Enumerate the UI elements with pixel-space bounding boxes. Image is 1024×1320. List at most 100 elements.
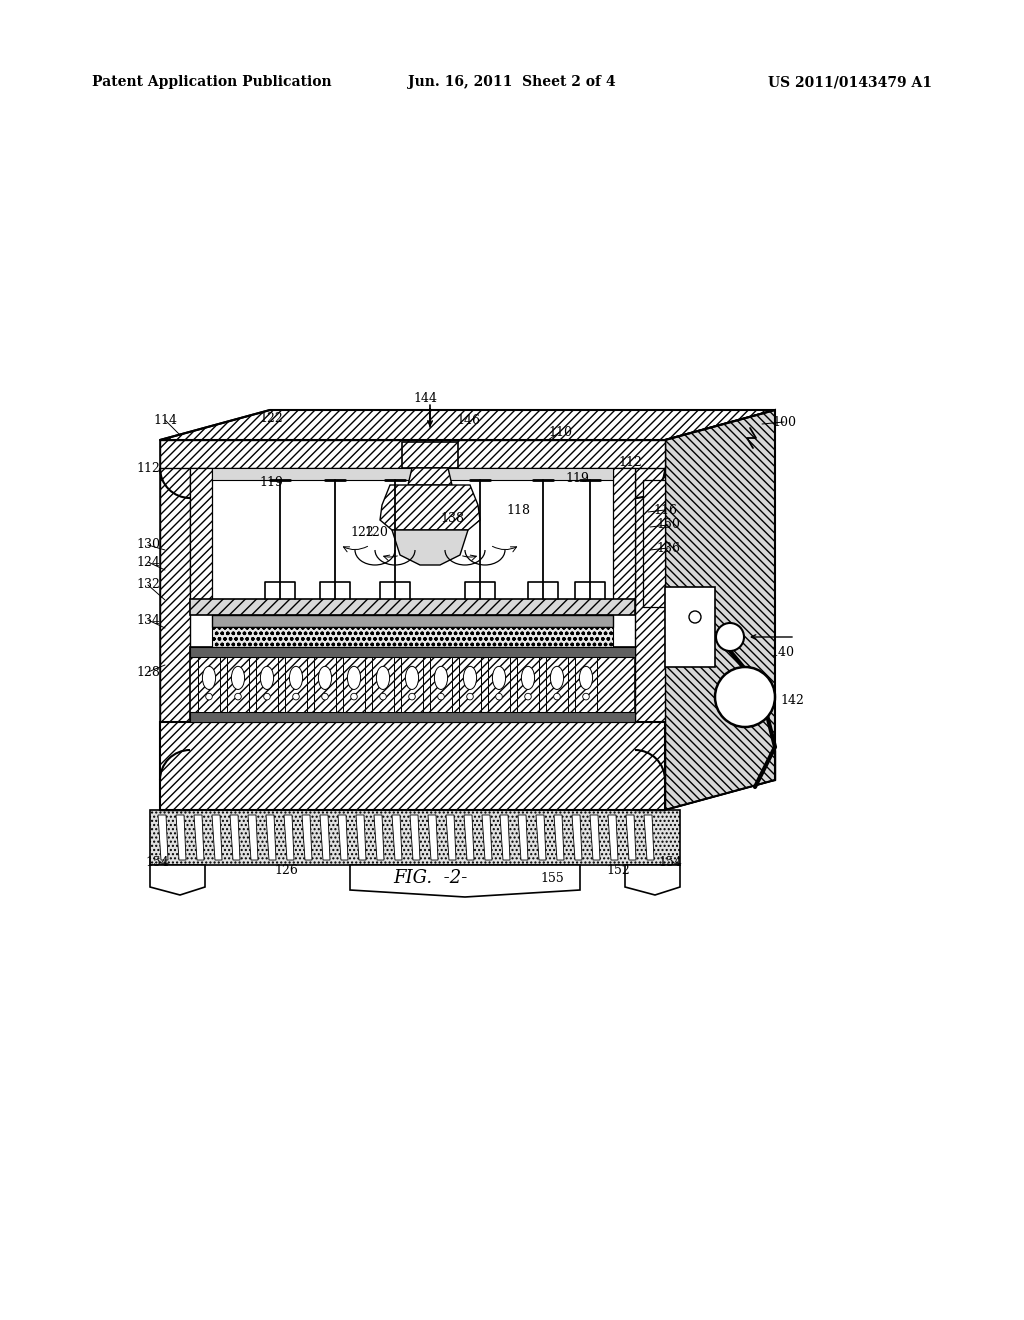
Bar [160, 440, 665, 810]
Polygon shape [518, 814, 528, 861]
Text: 124: 124 [136, 556, 160, 569]
Text: FIG.  -2-: FIG. -2- [393, 869, 467, 887]
Circle shape [496, 693, 503, 700]
Polygon shape [482, 814, 492, 861]
Ellipse shape [231, 667, 245, 689]
Text: 138: 138 [440, 511, 464, 524]
Text: 126: 126 [274, 863, 298, 876]
Polygon shape [190, 647, 635, 722]
Polygon shape [374, 814, 384, 861]
Text: 114: 114 [153, 413, 177, 426]
Ellipse shape [551, 667, 563, 689]
Polygon shape [536, 814, 546, 861]
Polygon shape [285, 657, 307, 711]
Ellipse shape [493, 667, 506, 689]
Polygon shape [212, 814, 222, 861]
Polygon shape [572, 814, 582, 861]
Polygon shape [608, 814, 618, 861]
Polygon shape [590, 814, 600, 861]
Circle shape [716, 623, 744, 651]
Text: Jun. 16, 2011  Sheet 2 of 4: Jun. 16, 2011 Sheet 2 of 4 [409, 75, 615, 88]
Circle shape [583, 693, 589, 700]
Text: 152: 152 [606, 863, 630, 876]
Ellipse shape [434, 667, 447, 689]
Polygon shape [644, 814, 654, 861]
Ellipse shape [580, 667, 593, 689]
Circle shape [689, 611, 701, 623]
Polygon shape [270, 750, 775, 780]
Polygon shape [176, 814, 186, 861]
Circle shape [293, 693, 299, 700]
Polygon shape [643, 480, 665, 607]
Text: 144: 144 [413, 392, 437, 404]
Text: 140: 140 [770, 645, 794, 659]
Ellipse shape [377, 667, 389, 689]
Polygon shape [160, 411, 775, 440]
Ellipse shape [260, 667, 273, 689]
Bar [150, 810, 680, 865]
Circle shape [554, 693, 560, 700]
Polygon shape [401, 657, 423, 711]
Polygon shape [190, 469, 212, 607]
Polygon shape [575, 657, 597, 711]
Polygon shape [392, 531, 468, 565]
Text: US 2011/0143479 A1: US 2011/0143479 A1 [768, 75, 932, 88]
Polygon shape [266, 814, 276, 861]
Text: 150: 150 [656, 519, 680, 532]
Circle shape [467, 693, 473, 700]
Polygon shape [194, 814, 204, 861]
Polygon shape [464, 814, 474, 861]
Ellipse shape [464, 667, 476, 689]
Polygon shape [227, 657, 249, 711]
Circle shape [234, 693, 242, 700]
Polygon shape [256, 657, 278, 711]
Text: 112: 112 [618, 455, 642, 469]
Polygon shape [230, 814, 240, 861]
Polygon shape [446, 814, 456, 861]
Polygon shape [625, 865, 680, 895]
Text: 154: 154 [658, 855, 682, 869]
Text: 118: 118 [506, 503, 530, 516]
Polygon shape [517, 657, 539, 711]
Circle shape [524, 693, 531, 700]
Text: 132: 132 [136, 578, 160, 591]
Ellipse shape [406, 667, 419, 689]
Polygon shape [410, 814, 420, 861]
Polygon shape [338, 814, 348, 861]
Polygon shape [158, 814, 168, 861]
Text: 122: 122 [259, 412, 283, 425]
Polygon shape [408, 469, 452, 484]
Polygon shape [635, 440, 665, 810]
Bar [190, 647, 635, 657]
Text: 120: 120 [365, 525, 388, 539]
Circle shape [380, 693, 386, 700]
Polygon shape [212, 615, 613, 627]
Text: 119: 119 [565, 471, 589, 484]
Text: 110: 110 [548, 425, 572, 438]
Text: 130: 130 [136, 539, 160, 552]
Ellipse shape [318, 667, 332, 689]
Circle shape [715, 667, 775, 727]
Text: 112: 112 [136, 462, 160, 474]
Polygon shape [665, 411, 775, 810]
Polygon shape [302, 814, 312, 861]
Circle shape [322, 693, 329, 700]
Text: 155: 155 [540, 871, 564, 884]
Ellipse shape [290, 667, 303, 689]
Text: 119: 119 [259, 477, 283, 490]
Text: 116: 116 [653, 503, 677, 516]
Polygon shape [546, 657, 568, 711]
Polygon shape [402, 442, 458, 469]
Polygon shape [665, 587, 715, 667]
Polygon shape [392, 814, 402, 861]
Polygon shape [350, 865, 580, 898]
Polygon shape [626, 814, 636, 861]
Polygon shape [430, 657, 452, 711]
Text: Patent Application Publication: Patent Application Publication [92, 75, 332, 88]
Polygon shape [356, 814, 366, 861]
Text: 146: 146 [456, 413, 480, 426]
Polygon shape [160, 722, 665, 810]
Polygon shape [160, 780, 775, 810]
Polygon shape [459, 657, 481, 711]
Polygon shape [248, 814, 258, 861]
